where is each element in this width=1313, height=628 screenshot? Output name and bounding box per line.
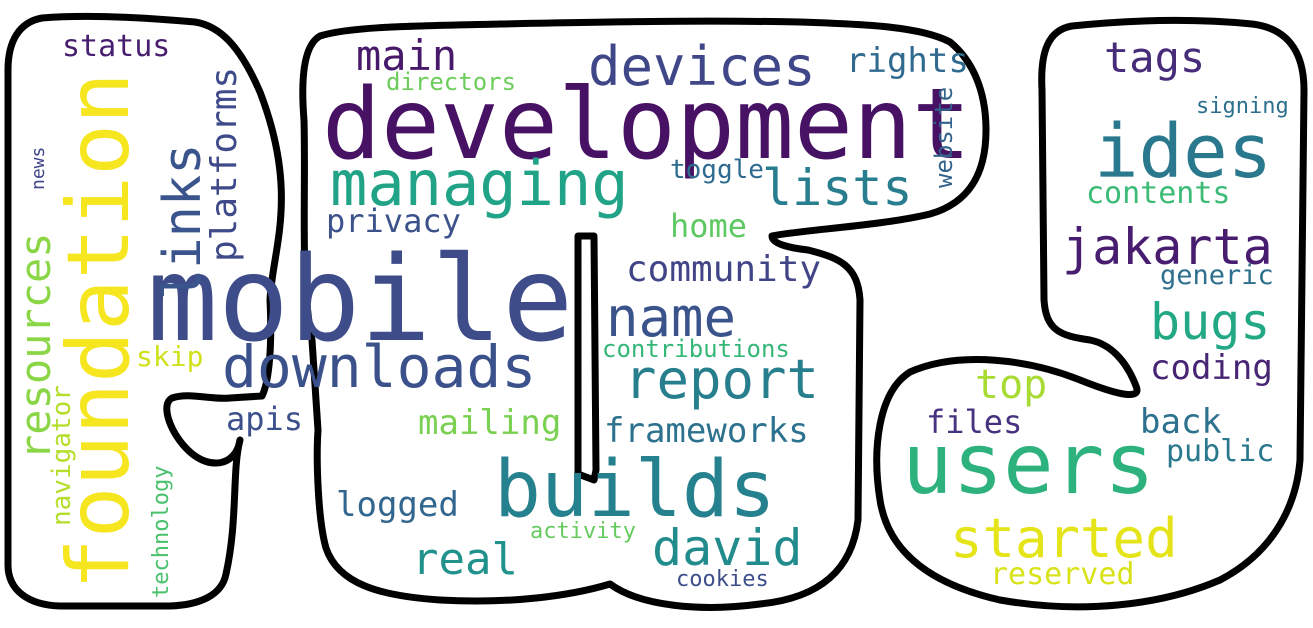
- word-reserved: reserved: [990, 557, 1135, 592]
- word-back: back: [1140, 402, 1222, 442]
- word-skip: skip: [136, 340, 203, 373]
- word-logged: logged: [336, 485, 459, 525]
- word-managing: managing: [330, 147, 629, 220]
- word-devices: devices: [588, 35, 816, 98]
- word-status: status: [62, 29, 170, 64]
- word-files: files: [926, 403, 1022, 441]
- word-cookies: cookies: [676, 567, 769, 592]
- word-privacy: privacy: [326, 202, 461, 240]
- word-users: users: [902, 415, 1155, 513]
- mask-shape-right: [873, 16, 1308, 611]
- word-builds: builds: [494, 445, 776, 535]
- word-foundation: foundation: [49, 72, 149, 590]
- word-downloads: downloads: [222, 333, 536, 401]
- word-home: home: [670, 207, 747, 245]
- word-website: website: [930, 87, 958, 188]
- word-platforms: platforms: [204, 67, 245, 262]
- word-bugs: bugs: [1150, 293, 1270, 351]
- word-resources: resources: [11, 232, 60, 460]
- word-navigator: navigator: [47, 385, 77, 526]
- word-activity: activity: [530, 519, 636, 544]
- word-top: top: [975, 362, 1047, 408]
- mask-shape-left: [4, 12, 285, 610]
- word-coding: coding: [1150, 348, 1273, 388]
- word-david: david: [652, 519, 803, 577]
- word-real: real: [412, 534, 518, 585]
- word-tags: tags: [1104, 33, 1205, 82]
- word-jakarta: jakarta: [1062, 218, 1273, 276]
- word-frameworks: frameworks: [604, 411, 809, 451]
- word-rights: rights: [846, 41, 969, 81]
- word-technology: technology: [149, 466, 174, 598]
- word-mobile: mobile: [147, 230, 573, 368]
- word-ides: ides: [1094, 109, 1272, 195]
- word-contents: contents: [1086, 176, 1231, 211]
- word-name: name: [606, 286, 736, 349]
- word-public: public: [1166, 434, 1274, 469]
- word-main: main: [356, 31, 457, 80]
- mask-shape-middle: [299, 17, 990, 611]
- word-links: links: [153, 143, 213, 300]
- word-mailing: mailing: [418, 403, 561, 443]
- word-generic: generic: [1160, 260, 1274, 291]
- word-report: report: [624, 348, 819, 411]
- word-community: community: [626, 249, 821, 290]
- word-development: development: [322, 68, 971, 182]
- word-started: started: [950, 507, 1178, 570]
- word-signing: signing: [1196, 94, 1289, 119]
- word-contributions: contributions: [602, 335, 790, 363]
- word-toggle: toggle: [670, 155, 764, 185]
- word-lists: lists: [762, 159, 913, 217]
- word-apis: apis: [226, 400, 303, 438]
- word-directors: directors: [386, 68, 516, 96]
- word-news: news: [28, 147, 49, 190]
